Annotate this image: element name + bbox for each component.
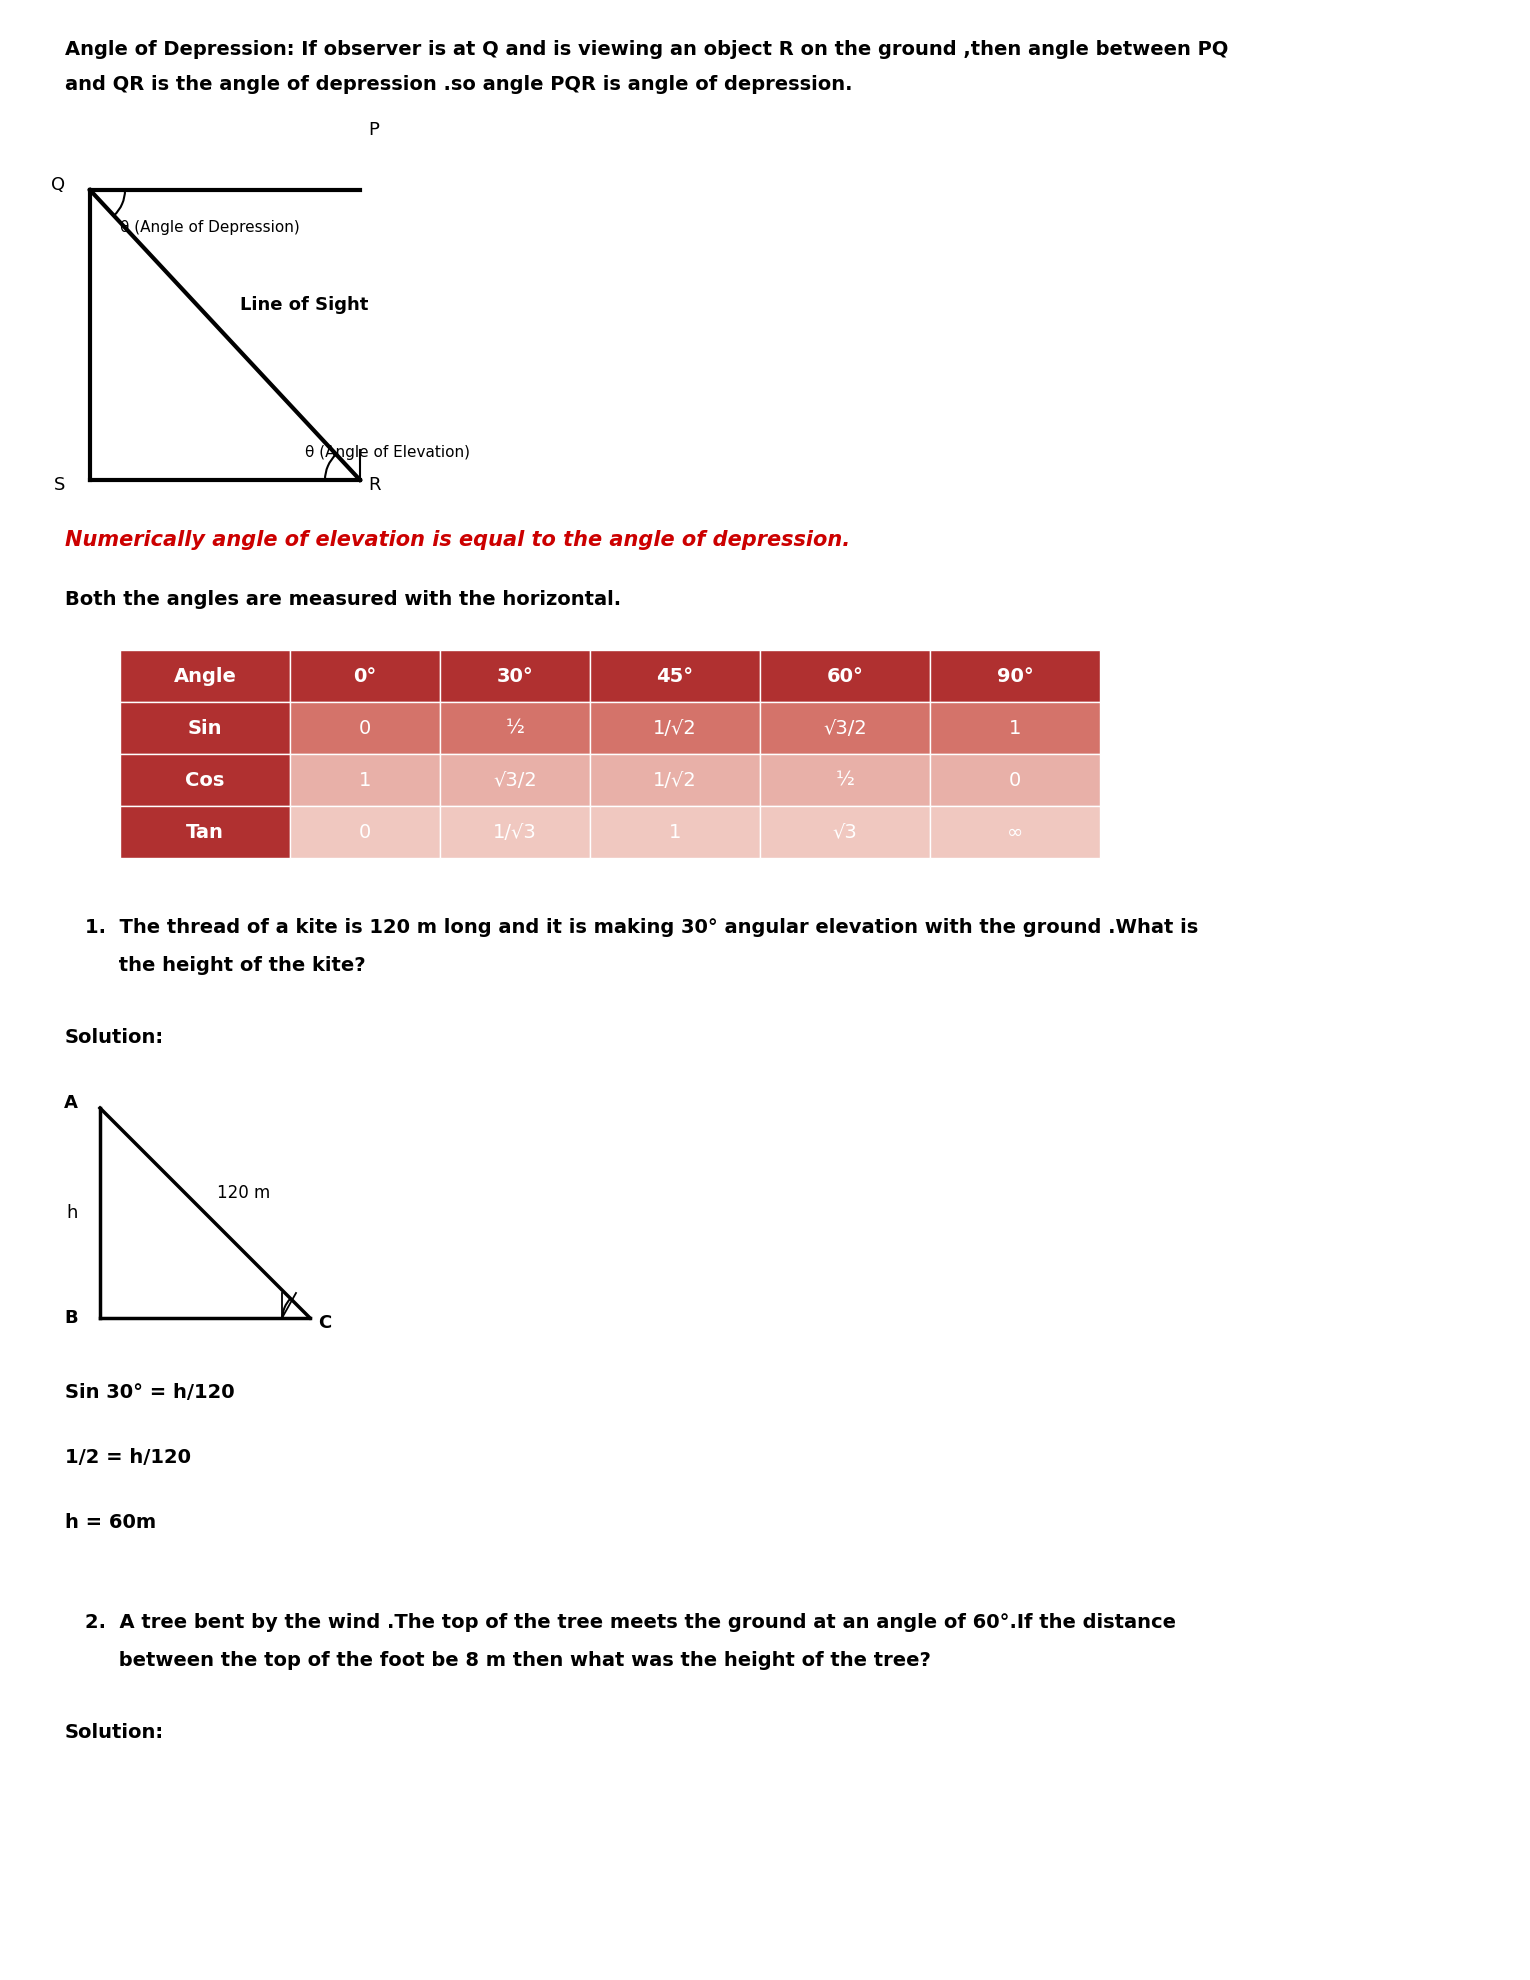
Bar bbox=[291, 806, 441, 857]
Text: C: C bbox=[318, 1315, 332, 1333]
Text: √3/2: √3/2 bbox=[493, 770, 537, 790]
Bar bbox=[591, 806, 760, 857]
Bar bbox=[119, 806, 291, 857]
Text: S: S bbox=[54, 475, 64, 493]
Text: 1: 1 bbox=[1008, 719, 1021, 737]
Text: 0: 0 bbox=[360, 822, 372, 842]
Text: h = 60m: h = 60m bbox=[64, 1513, 156, 1533]
Text: A: A bbox=[64, 1095, 78, 1113]
Text: 60°: 60° bbox=[826, 667, 863, 685]
Bar bbox=[119, 649, 291, 703]
Text: ∞: ∞ bbox=[1007, 822, 1024, 842]
Bar bbox=[119, 703, 291, 754]
Text: Line of Sight: Line of Sight bbox=[240, 295, 369, 315]
Text: θ (Angle of Depression): θ (Angle of Depression) bbox=[119, 220, 300, 236]
Text: Sin: Sin bbox=[188, 719, 222, 737]
Text: Cos: Cos bbox=[185, 770, 225, 790]
Bar bbox=[441, 806, 591, 857]
Bar bbox=[291, 649, 441, 703]
Bar bbox=[119, 754, 291, 806]
Text: R: R bbox=[369, 475, 381, 493]
Text: 0: 0 bbox=[360, 719, 372, 737]
Text: 0: 0 bbox=[1008, 770, 1021, 790]
Bar bbox=[441, 649, 591, 703]
Text: 1/√2: 1/√2 bbox=[653, 719, 696, 737]
Bar bbox=[760, 806, 930, 857]
Text: the height of the kite?: the height of the kite? bbox=[86, 956, 366, 974]
Text: Solution:: Solution: bbox=[64, 1723, 164, 1742]
Text: 1/√2: 1/√2 bbox=[653, 770, 696, 790]
Text: 1: 1 bbox=[360, 770, 372, 790]
Text: 2.  A tree bent by the wind .The top of the tree meets the ground at an angle of: 2. A tree bent by the wind .The top of t… bbox=[86, 1614, 1177, 1632]
Text: 120 m: 120 m bbox=[217, 1184, 271, 1202]
Text: Tan: Tan bbox=[187, 822, 223, 842]
Text: Q: Q bbox=[50, 176, 64, 194]
Text: 1: 1 bbox=[669, 822, 681, 842]
Bar bbox=[591, 754, 760, 806]
Text: Numerically angle of elevation is equal to the angle of depression.: Numerically angle of elevation is equal … bbox=[64, 531, 851, 550]
Text: and QR is the angle of depression .so angle PQR is angle of depression.: and QR is the angle of depression .so an… bbox=[64, 75, 852, 93]
Text: h: h bbox=[67, 1204, 78, 1222]
Text: Angle of Depression: If observer is at Q and is viewing an object R on the groun: Angle of Depression: If observer is at Q… bbox=[64, 40, 1229, 59]
Bar bbox=[930, 806, 1100, 857]
Text: 1/√3: 1/√3 bbox=[493, 822, 537, 842]
Text: ½: ½ bbox=[835, 770, 854, 790]
Text: Both the angles are measured with the horizontal.: Both the angles are measured with the ho… bbox=[64, 590, 621, 610]
Bar bbox=[930, 703, 1100, 754]
Bar bbox=[291, 754, 441, 806]
Text: Sin 30° = h/120: Sin 30° = h/120 bbox=[64, 1382, 234, 1402]
Text: between the top of the foot be 8 m then what was the height of the tree?: between the top of the foot be 8 m then … bbox=[86, 1651, 930, 1669]
Text: B: B bbox=[64, 1309, 78, 1327]
Text: 45°: 45° bbox=[656, 667, 693, 685]
Text: 1/2 = h/120: 1/2 = h/120 bbox=[64, 1447, 191, 1467]
Bar bbox=[291, 703, 441, 754]
Bar bbox=[591, 649, 760, 703]
Text: 30°: 30° bbox=[497, 667, 534, 685]
Bar bbox=[760, 703, 930, 754]
Bar bbox=[930, 649, 1100, 703]
Text: 0°: 0° bbox=[353, 667, 376, 685]
Text: √3: √3 bbox=[832, 822, 857, 842]
Text: 90°: 90° bbox=[996, 667, 1033, 685]
Text: ½: ½ bbox=[505, 719, 525, 737]
Text: θ (Angle of Elevation): θ (Angle of Elevation) bbox=[304, 446, 470, 459]
Text: √3/2: √3/2 bbox=[823, 719, 868, 737]
Text: Solution:: Solution: bbox=[64, 1028, 164, 1047]
Bar bbox=[930, 754, 1100, 806]
Bar bbox=[760, 754, 930, 806]
Text: 1.  The thread of a kite is 120 m long and it is making 30° angular elevation wi: 1. The thread of a kite is 120 m long an… bbox=[86, 919, 1198, 937]
Bar bbox=[760, 649, 930, 703]
Bar bbox=[441, 703, 591, 754]
Bar bbox=[441, 754, 591, 806]
Bar bbox=[591, 703, 760, 754]
Text: Angle: Angle bbox=[173, 667, 237, 685]
Text: P: P bbox=[369, 121, 379, 139]
